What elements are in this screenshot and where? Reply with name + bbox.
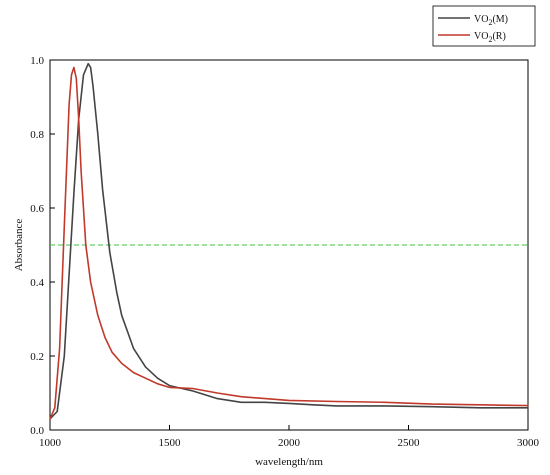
series-line-vo2-m [49,62,529,420]
x-axis: 1000 1500 2000 2500 3000 [39,425,540,449]
legend-label: VO2(M) [474,14,508,27]
legend-label: VO2(R) [474,31,506,44]
plot-frame [49,59,529,431]
x-tick-label: 2000 [278,437,301,449]
y-tick-label: 0.4 [30,277,44,289]
y-axis-title: Absorbance [13,219,25,272]
x-tick-label: 1500 [159,437,182,449]
y-tick-label: 0.8 [30,129,44,141]
legend-box [432,5,536,47]
y-tick-label: 0.0 [30,425,44,437]
x-tick-label: 3000 [517,437,540,449]
series-line-vo2-r [49,66,529,420]
series-layer [49,62,529,420]
x-tick-label: 2500 [398,437,421,449]
x-tick-label: 1000 [39,437,62,449]
legend: VO2(M) VO2(R) [432,5,536,47]
x-axis-title: wavelength/nm [255,456,323,468]
y-tick-label: 0.2 [30,351,44,363]
y-tick-label: 0.6 [30,203,44,215]
y-axis: 0.0 0.2 0.4 0.6 0.8 1.0 [30,55,55,437]
y-tick-label: 1.0 [30,55,44,67]
